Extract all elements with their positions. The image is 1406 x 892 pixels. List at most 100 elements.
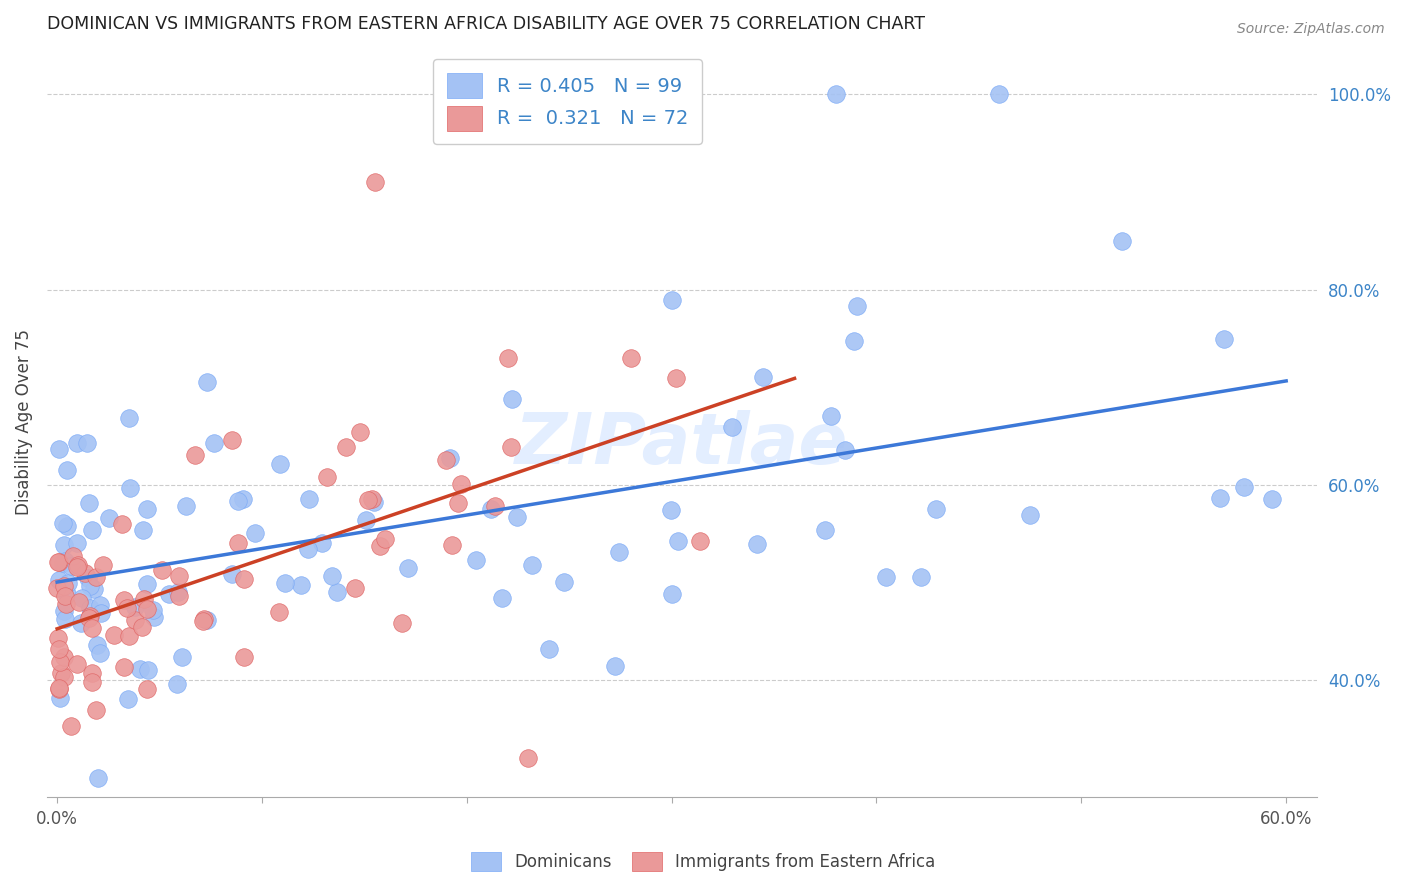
Point	[243, 525, 266, 540]
Point	[53, 589, 76, 603]
Point	[53, 554, 76, 568]
Point	[48, 682, 70, 697]
Point	[79, 608, 101, 623]
Point	[447, 496, 470, 510]
Point	[661, 587, 683, 601]
Point	[84, 702, 107, 716]
Point	[48, 442, 70, 456]
Point	[166, 584, 188, 599]
Point	[363, 175, 385, 189]
Point	[441, 539, 464, 553]
Point	[52, 670, 75, 684]
Point	[91, 558, 114, 572]
Point	[124, 599, 146, 614]
Point	[297, 541, 319, 556]
Point	[814, 523, 837, 537]
Point	[501, 392, 523, 406]
Point	[221, 567, 243, 582]
Point	[80, 674, 103, 689]
Point	[745, 537, 768, 551]
Point	[910, 570, 932, 584]
Point	[80, 621, 103, 635]
Point	[86, 638, 108, 652]
Point	[97, 510, 120, 524]
Point	[73, 566, 96, 580]
Point	[120, 481, 142, 495]
Point	[48, 555, 70, 569]
Point	[465, 552, 488, 566]
Point	[925, 501, 948, 516]
Point	[56, 462, 79, 476]
Point	[82, 665, 104, 680]
Point	[174, 499, 197, 513]
Point	[479, 502, 502, 516]
Point	[52, 649, 75, 664]
Point	[274, 575, 297, 590]
Point	[79, 496, 101, 510]
Point	[89, 598, 111, 612]
Point	[321, 569, 343, 583]
Point	[269, 458, 291, 472]
Point	[167, 589, 190, 603]
Point	[605, 659, 627, 673]
Point	[875, 570, 897, 584]
Point	[112, 660, 135, 674]
Point	[609, 544, 631, 558]
Point	[138, 663, 160, 677]
Point	[316, 470, 339, 484]
Point	[491, 591, 513, 606]
Point	[311, 536, 333, 550]
Point	[553, 574, 575, 589]
Point	[67, 558, 90, 572]
Point	[46, 581, 69, 595]
Point	[117, 692, 139, 706]
Point	[988, 87, 1011, 102]
Point	[620, 351, 643, 365]
Point	[55, 597, 77, 611]
Point	[202, 436, 225, 450]
Point	[290, 577, 312, 591]
Point	[142, 603, 165, 617]
Point	[349, 425, 371, 440]
Point	[115, 600, 138, 615]
Point	[343, 581, 366, 595]
Point	[103, 628, 125, 642]
Text: ZIPatlae: ZIPatlae	[515, 409, 849, 479]
Point	[52, 556, 75, 570]
Point	[66, 536, 89, 550]
Point	[89, 646, 111, 660]
Point	[184, 448, 207, 462]
Point	[110, 517, 132, 532]
Point	[752, 369, 775, 384]
Point	[59, 558, 82, 573]
Point	[396, 561, 419, 575]
Point	[167, 569, 190, 583]
Legend: R = 0.405   N = 99, R =  0.321   N = 72: R = 0.405 N = 99, R = 0.321 N = 72	[433, 59, 702, 145]
Point	[267, 605, 290, 619]
Point	[1209, 491, 1232, 505]
Point	[56, 575, 79, 590]
Point	[326, 585, 349, 599]
Point	[298, 492, 321, 507]
Point	[665, 371, 688, 385]
Point	[79, 600, 101, 615]
Point	[363, 495, 385, 509]
Point	[67, 595, 90, 609]
Point	[59, 719, 82, 733]
Point	[357, 493, 380, 508]
Point	[76, 436, 98, 450]
Point	[197, 613, 219, 627]
Point	[46, 631, 69, 645]
Point	[136, 577, 159, 591]
Point	[90, 606, 112, 620]
Point	[166, 677, 188, 691]
Point	[499, 440, 522, 454]
Point	[65, 436, 87, 450]
Point	[124, 613, 146, 627]
Point	[374, 532, 396, 546]
Point	[195, 375, 218, 389]
Point	[70, 615, 93, 630]
Point	[76, 571, 98, 585]
Text: Source: ZipAtlas.com: Source: ZipAtlas.com	[1237, 22, 1385, 37]
Point	[434, 453, 457, 467]
